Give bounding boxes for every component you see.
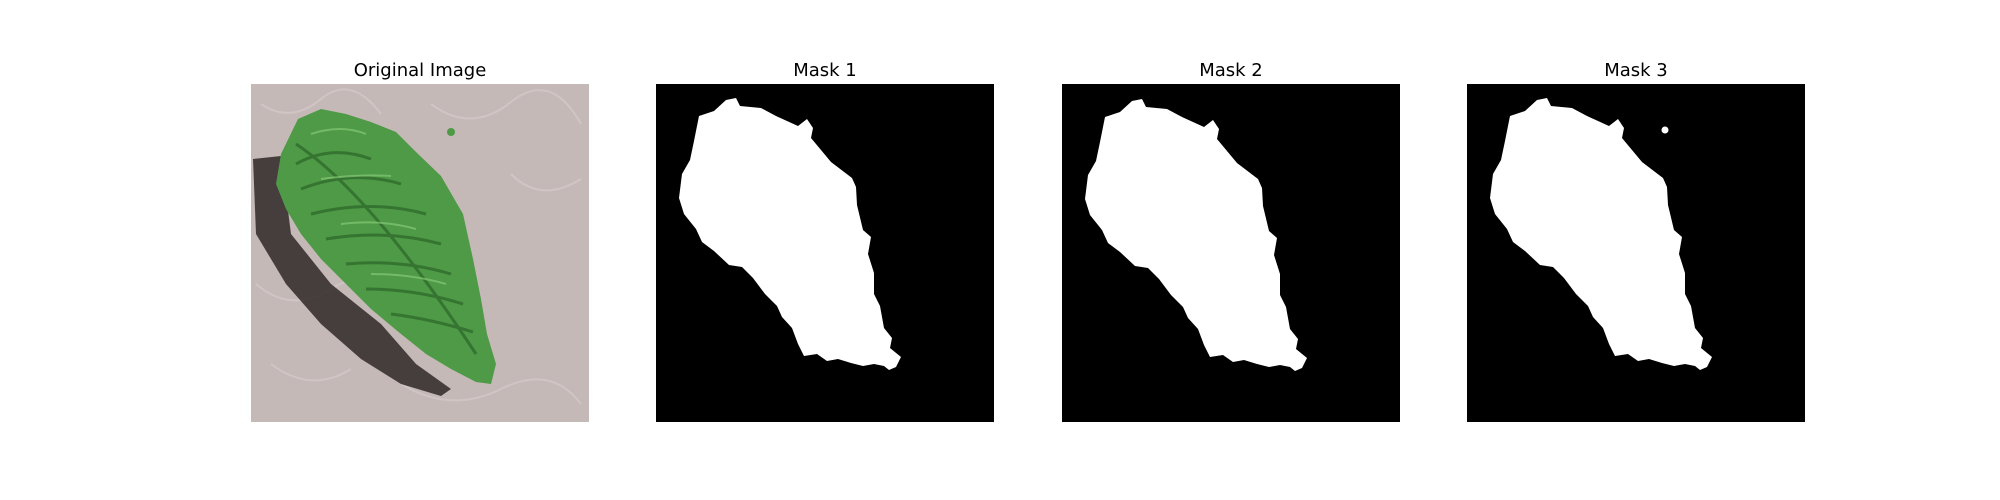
leaf-shadow: [253, 156, 451, 396]
leaf-fragment: [447, 128, 455, 136]
panel-title-mask-2: Mask 2: [1199, 60, 1263, 81]
mask-1-image: [656, 84, 994, 422]
panel-title-mask-3: Mask 3: [1604, 60, 1668, 81]
panel-mask-2: Mask 2: [1062, 57, 1400, 422]
leaf-highlights: [310, 128, 447, 285]
leaf-veins: [295, 142, 478, 355]
panel-mask-1: Mask 1: [656, 57, 994, 422]
panel-original-image: Original Image: [251, 57, 589, 422]
panel-mask-3: Mask 3: [1467, 57, 1805, 422]
mask-speck: [1661, 126, 1669, 134]
mask-3-image: [1467, 84, 1805, 422]
panel-title-original: Original Image: [353, 60, 487, 81]
mask-2-image: [1062, 84, 1400, 422]
mask-speck: [1625, 343, 1629, 347]
panel-title-mask-1: Mask 1: [793, 60, 857, 81]
original-leaf-photo: [251, 84, 589, 422]
